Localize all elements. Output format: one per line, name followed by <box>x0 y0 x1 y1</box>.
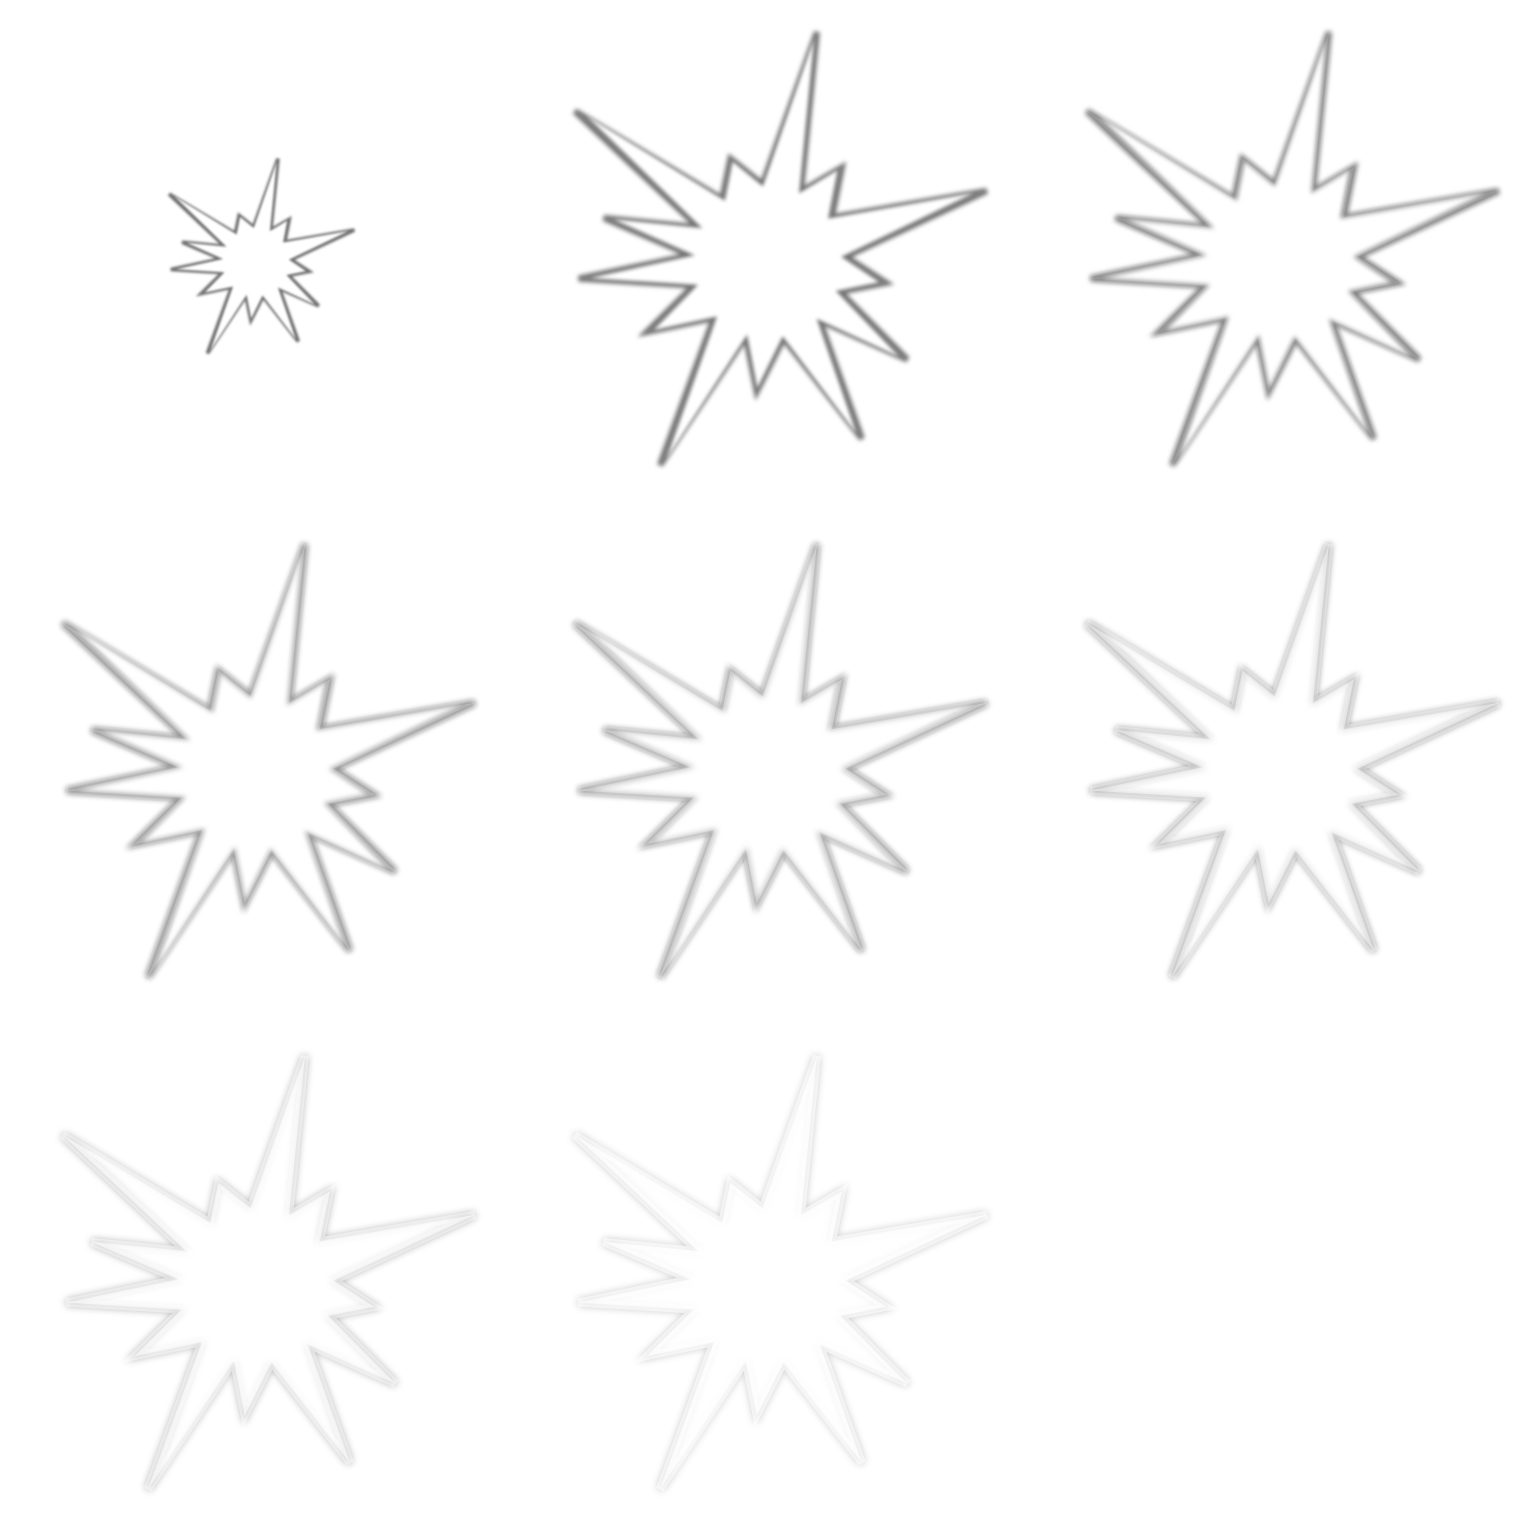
explosion-frame-7 <box>0 1024 512 1536</box>
burst-graphic <box>60 542 477 980</box>
explosion-frame-3 <box>1024 0 1536 512</box>
burst-fade-overlay <box>169 158 355 354</box>
burst-graphic <box>167 157 356 355</box>
burst-fade-overlay <box>572 542 989 980</box>
burst-fade-overlay <box>1084 30 1501 468</box>
explosion-frame-4 <box>0 512 512 1024</box>
burst-fade-overlay <box>60 1054 477 1492</box>
burst-graphic <box>572 1054 989 1492</box>
explosion-frame-1 <box>0 0 512 512</box>
burst-graphic <box>572 542 989 980</box>
burst-graphic <box>60 1054 477 1492</box>
explosion-frame-2 <box>512 0 1024 512</box>
burst-graphic <box>1084 30 1501 468</box>
explosion-frame-8 <box>512 1024 1024 1536</box>
burst-graphic <box>572 30 989 468</box>
burst-fade-overlay <box>572 1054 989 1492</box>
explosion-frame-5 <box>512 512 1024 1024</box>
burst-graphic <box>1084 542 1501 980</box>
burst-fade-overlay <box>60 542 477 980</box>
burst-fade-overlay <box>1084 542 1501 980</box>
burst-fade-overlay <box>572 30 989 468</box>
explosion-frame-6 <box>1024 512 1536 1024</box>
